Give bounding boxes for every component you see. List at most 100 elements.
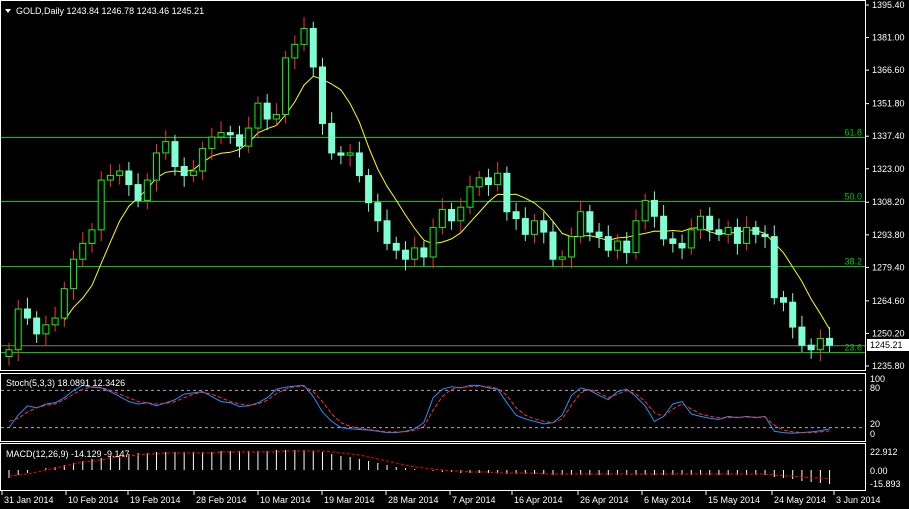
candle-body [392,242,400,251]
time-tick-label: 19 Feb 2014 [130,495,181,505]
symbol-dropdown-icon[interactable] [5,9,11,13]
price-tick-label: 1235.80 [872,361,905,371]
candle-body [5,349,13,358]
candle-body [143,179,151,201]
candlesticks [5,17,834,366]
fib-label-61.8: 61.8 [844,128,862,138]
candle-body [374,202,382,222]
main-header: GOLD,Daily 1243.84 1246.78 1243.46 1245.… [16,6,204,16]
candle-body [51,317,59,326]
candle-body [411,247,419,260]
candle-body [632,220,640,253]
candle-body [282,57,290,115]
candle-body [365,175,373,204]
macd-header: MACD(12,26,9) -14.129 -9.147 [6,449,130,459]
time-tick-label: 31 Jan 2014 [4,495,54,505]
stoch-tick-label: 20 [870,419,880,429]
candle-body [125,170,133,186]
stoch-signal-line [8,385,830,434]
current-price-label: 1245.21 [870,340,903,350]
fib-label-23.6: 23.6 [844,343,862,353]
candle-body [706,215,714,231]
fib-label-38.2: 38.2 [844,257,862,267]
moving-average-line [63,75,831,330]
candle-body [816,337,824,351]
price-tick-label: 1279.40 [872,262,905,272]
stochastic-lines [1,384,865,434]
candle-body [595,231,603,238]
time-tick-label: 16 Apr 2014 [514,495,563,505]
candle-body [189,170,197,177]
candle-body [577,211,585,238]
candle-body [715,229,723,235]
candle-body [355,152,363,177]
macd-panel-frame [0,443,866,491]
time-tick-label: 28 Mar 2014 [388,495,439,505]
candle-body [687,229,695,249]
price-tick-label: 1337.40 [872,131,905,141]
candle-body [743,227,751,244]
price-tick-label: 1264.60 [872,296,905,306]
stoch-main-line [8,384,830,434]
candle-body [807,344,815,351]
main-panel-frame [0,0,866,371]
candle-body [383,220,391,244]
candle-body [272,113,280,120]
current-price-box [867,339,909,351]
candle-body [134,184,142,201]
candle-body [79,242,87,260]
time-tick-label: 3 Jun 2014 [836,495,881,505]
candle-body [540,220,548,233]
candle-body [236,134,243,147]
candle-body [199,147,207,172]
macd-signal-line [8,450,830,480]
candle-body [153,152,161,181]
macd-tick-label: -15.893 [870,479,901,489]
price-tick-label: 1308.20 [872,197,905,207]
candle-body [33,317,41,335]
candle-body [328,123,336,154]
candle-body [401,249,409,260]
candle-body [466,186,474,208]
candle-body [14,308,22,351]
candle-body [641,199,649,222]
candle-body [429,227,437,258]
fib-label-50.0: 50.0 [844,192,862,202]
candle-body [254,102,262,129]
candle-body [752,227,760,235]
macd-tick-label: 0.00 [870,466,888,476]
candle-body [60,288,68,319]
candle-body [318,66,326,125]
time-tick-label: 10 Mar 2014 [260,495,311,505]
stoch-tick-label: 80 [870,383,880,393]
candle-body [660,215,668,240]
candle-body [623,240,631,253]
candle-body [438,208,446,229]
candle-body [779,297,787,303]
candle-body [678,242,686,249]
candle-body [503,172,511,213]
macd-histogram [8,450,831,484]
price-tick-label: 1323.00 [872,164,905,174]
candle-body [789,301,797,328]
candle-body [42,324,50,335]
candle-body [567,236,575,258]
candle-body [761,233,769,238]
stoch-tick-label: 100 [870,374,885,384]
candle-body [512,211,520,220]
time-tick-label: 15 May 2014 [708,495,760,505]
time-tick-label: 19 Mar 2014 [324,495,375,505]
candle-body [669,238,677,244]
candle-body [448,208,456,222]
candle-body [346,152,354,156]
candle-body [733,227,741,244]
candle-body [171,141,179,168]
candle-body [549,231,557,260]
candle-body [531,220,539,235]
time-tick-label: 6 May 2014 [644,495,691,505]
candle-body [162,141,170,154]
time-tick-label: 26 Apr 2014 [580,495,629,505]
candle-body [291,43,299,59]
candle-body [420,247,428,258]
